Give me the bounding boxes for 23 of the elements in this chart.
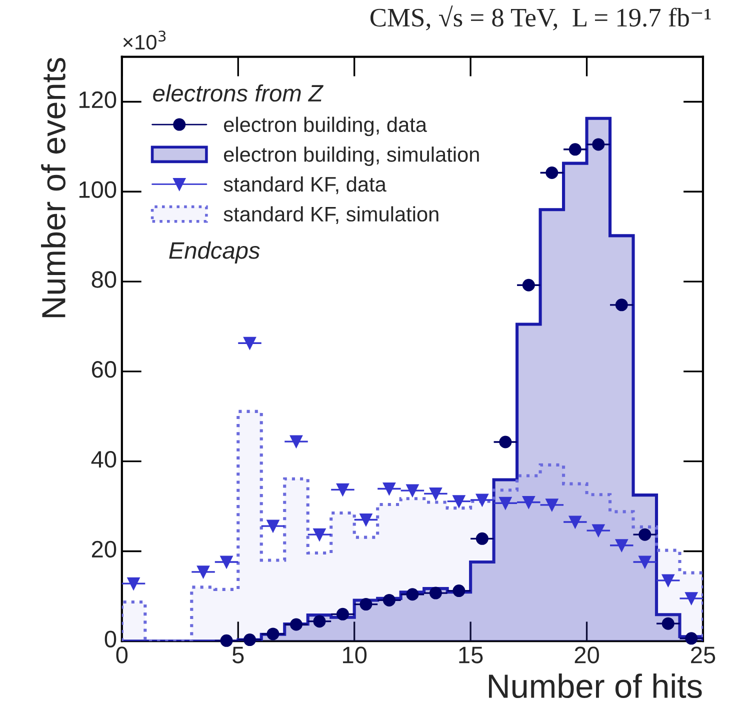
x-tick-label: 25 [691,646,716,664]
y-tick-label: 60 [92,361,116,378]
y-axis-title: Number of events [41,58,66,318]
legend-title: electrons from Z [153,84,324,102]
y-tick-label: 100 [79,181,116,198]
annotation: Endcaps [169,242,260,264]
y-tick-label: 120 [79,91,116,108]
x-tick-label: 10 [343,646,367,664]
x-tick-label: 15 [459,646,483,664]
y-tick-label: 40 [91,450,116,468]
y-tick-label: 20 [92,540,116,558]
text: ×10$^{3}$ [123,30,166,50]
legend-label: electron building, simulation [224,146,479,166]
y-tick-label: 80 [92,271,116,288]
x-tick-label: 0 [116,646,128,664]
chart-title: CMS, √s = 8 TeV, L = 19.7 fb⁻¹ [370,5,711,30]
y-tick-label: 0 [104,630,116,648]
x-axis-title: Number of hits [488,674,702,698]
legend-label: standard KF, simulation [224,206,438,224]
legend-label: standard KF, data [224,176,386,194]
legend-label: electron building, data [224,116,427,136]
x-tick-label: 5 [232,646,244,664]
x-tick-label: 20 [574,646,599,664]
